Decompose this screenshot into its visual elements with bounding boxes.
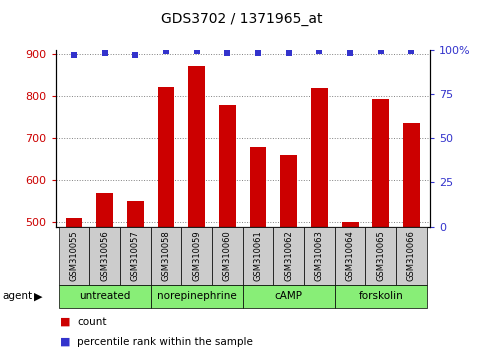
Bar — [372, 99, 389, 227]
Bar — [280, 155, 297, 227]
Text: ▶: ▶ — [34, 291, 43, 302]
Text: untreated: untreated — [79, 291, 130, 302]
Text: GSM310065: GSM310065 — [376, 230, 385, 281]
Bar — [66, 218, 83, 227]
Text: GSM310060: GSM310060 — [223, 230, 232, 281]
Text: percentile rank within the sample: percentile rank within the sample — [77, 337, 253, 347]
Bar — [250, 147, 267, 227]
Text: count: count — [77, 317, 107, 327]
Text: GSM310059: GSM310059 — [192, 230, 201, 281]
Bar — [127, 201, 144, 227]
Text: GSM310061: GSM310061 — [254, 230, 263, 281]
Bar — [188, 67, 205, 227]
Bar — [157, 87, 174, 227]
Text: GSM310066: GSM310066 — [407, 230, 416, 281]
Text: GSM310063: GSM310063 — [315, 230, 324, 281]
Text: GSM310055: GSM310055 — [70, 230, 78, 281]
Bar — [403, 123, 420, 227]
Text: ■: ■ — [60, 317, 71, 327]
Text: GSM310062: GSM310062 — [284, 230, 293, 281]
Text: GSM310057: GSM310057 — [131, 230, 140, 281]
Text: norepinephrine: norepinephrine — [157, 291, 237, 302]
Text: forskolin: forskolin — [358, 291, 403, 302]
Text: ■: ■ — [60, 337, 71, 347]
Text: GSM310056: GSM310056 — [100, 230, 109, 281]
Text: cAMP: cAMP — [275, 291, 303, 302]
Bar — [219, 105, 236, 227]
Text: GSM310064: GSM310064 — [346, 230, 355, 281]
Text: agent: agent — [2, 291, 32, 302]
Bar — [311, 88, 328, 227]
Bar — [96, 193, 113, 227]
Text: GDS3702 / 1371965_at: GDS3702 / 1371965_at — [161, 12, 322, 27]
Bar — [341, 222, 358, 227]
Text: GSM310058: GSM310058 — [161, 230, 170, 281]
